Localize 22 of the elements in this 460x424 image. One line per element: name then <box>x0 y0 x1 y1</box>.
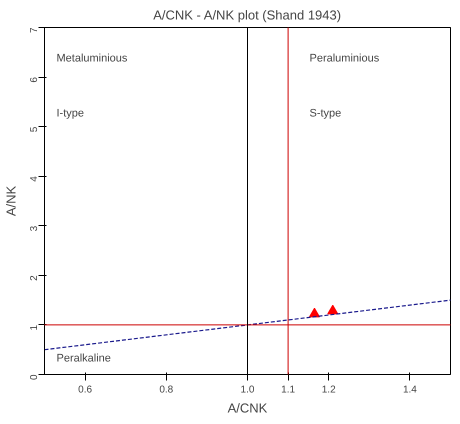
y-tick-label: 5 <box>29 126 40 132</box>
y-tick-label: 7 <box>29 27 40 34</box>
y-tick-label: 3 <box>29 225 40 232</box>
y-tick-label: 2 <box>29 274 40 281</box>
annotation: S-type <box>310 108 342 120</box>
x-axis-title: A/CNK <box>228 400 268 416</box>
annotation: Metaluminious <box>56 52 128 64</box>
x-tick-label: 1.1 <box>281 384 296 396</box>
y-axis-title: A/NK <box>4 186 18 216</box>
x-tick-label: 1.4 <box>402 384 418 396</box>
annotation: I-type <box>56 108 84 120</box>
x-tick-label: 0.6 <box>78 384 92 396</box>
x-tick-label: 1.2 <box>322 384 336 396</box>
annotation: Peraluminious <box>310 52 380 64</box>
y-tick-label: 6 <box>29 76 40 83</box>
chart-title: A/CNK - A/NK plot (Shand 1943) <box>153 8 342 22</box>
y-tick-label: 0 <box>29 374 40 380</box>
y-tick-label: 1 <box>29 324 40 330</box>
y-tick-label: 4 <box>29 176 40 182</box>
x-tick-label: 1.0 <box>240 384 255 396</box>
annotation: Peralkaline <box>56 352 111 364</box>
x-tick-label: 0.8 <box>159 384 174 396</box>
